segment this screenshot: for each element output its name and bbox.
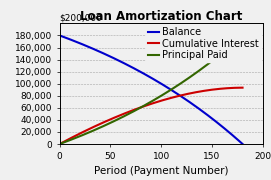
Principal Paid — [146, 102, 150, 105]
Balance — [240, 142, 243, 144]
Principal Paid — [145, 103, 149, 105]
Balance — [73, 40, 76, 42]
Principal Paid — [209, 61, 213, 63]
Principal Paid — [85, 132, 89, 134]
Balance — [85, 45, 89, 47]
Line: Balance: Balance — [60, 35, 243, 144]
Cumulative Interest — [209, 89, 213, 91]
Line: Cumulative Interest: Cumulative Interest — [60, 88, 243, 144]
Principal Paid — [241, 34, 244, 37]
Line: Principal Paid: Principal Paid — [60, 35, 243, 144]
Balance — [145, 74, 149, 76]
Cumulative Interest — [146, 104, 150, 106]
Principal Paid — [58, 143, 61, 145]
Cumulative Interest — [241, 87, 244, 89]
Legend: Balance, Cumulative Interest, Principal Paid: Balance, Cumulative Interest, Principal … — [146, 25, 261, 62]
Principal Paid — [240, 35, 243, 37]
Cumulative Interest — [240, 87, 243, 89]
Cumulative Interest — [58, 143, 61, 145]
Principal Paid — [73, 137, 76, 139]
Text: $200,000: $200,000 — [60, 13, 102, 22]
Balance — [146, 75, 150, 77]
Cumulative Interest — [85, 129, 89, 131]
Balance — [58, 34, 61, 37]
Cumulative Interest — [145, 104, 149, 106]
X-axis label: Period (Payment Number): Period (Payment Number) — [94, 166, 228, 176]
Balance — [209, 117, 213, 119]
Title: Loan Amortization Chart: Loan Amortization Chart — [80, 10, 243, 23]
Cumulative Interest — [73, 135, 76, 137]
Balance — [241, 143, 244, 145]
